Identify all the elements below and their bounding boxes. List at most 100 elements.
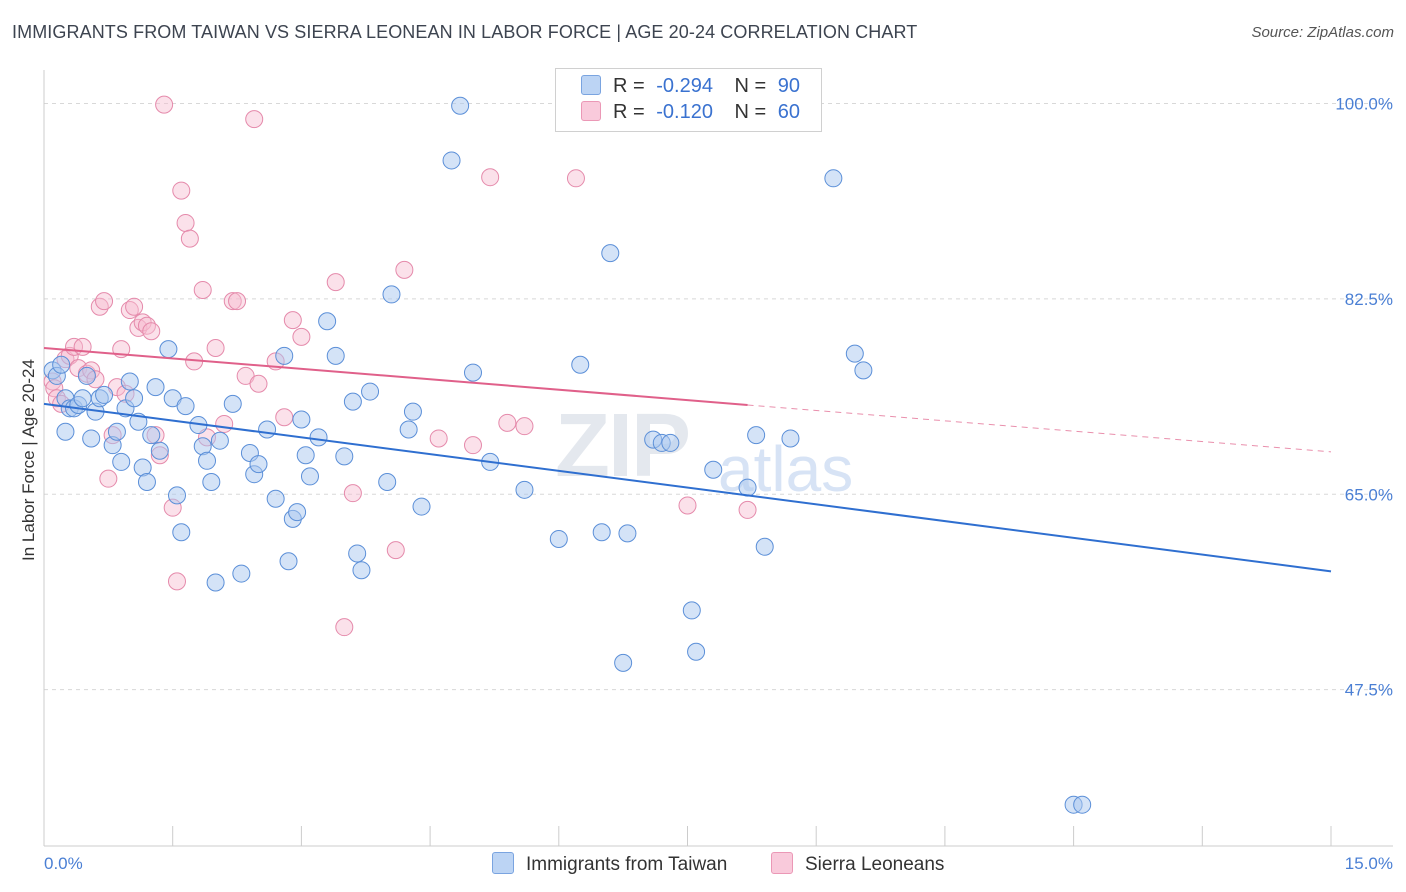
data-point-sierra <box>481 168 500 187</box>
chart-title: IMMIGRANTS FROM TAIWAN VS SIERRA LEONEAN… <box>12 22 918 42</box>
data-point-taiwan <box>618 524 637 543</box>
data-point-taiwan <box>300 467 319 486</box>
legend-n-value-sierra: 60 <box>777 101 801 123</box>
source-label: Source: ZipAtlas.com <box>1251 24 1394 41</box>
legend-r-label: R = <box>613 75 645 97</box>
legend-row-taiwan: R = -0.294 N = 90 <box>581 75 800 101</box>
x-tick-label: 0.0% <box>44 854 83 873</box>
data-point-sierra <box>292 327 311 346</box>
legend-r-value-taiwan: -0.294 <box>656 75 713 97</box>
tick-labels: 47.5% 65.0% 82.5% 100.0% 0.0% 15.0% <box>44 94 1393 873</box>
data-point-sierra <box>249 374 268 393</box>
data-point-sierra <box>180 229 199 248</box>
data-point-taiwan <box>82 429 101 448</box>
data-point-sierra <box>386 541 405 560</box>
stats-legend: R = -0.294 N = 90 R = -0.120 N = 60 <box>555 68 822 132</box>
data-point-taiwan <box>549 529 568 548</box>
data-point-sierra <box>738 500 757 519</box>
data-point-taiwan <box>73 389 92 408</box>
data-point-taiwan <box>382 285 401 304</box>
data-point-taiwan <box>112 452 131 471</box>
data-point-sierra <box>167 572 186 591</box>
data-point-sierra <box>193 280 212 299</box>
data-point-sierra <box>223 292 242 311</box>
y-tick-label: 47.5% <box>1345 681 1393 700</box>
legend-r-value-sierra: -0.120 <box>656 101 713 123</box>
data-point-sierra <box>155 95 174 114</box>
bottom-legend-swatch-blue <box>492 852 514 874</box>
data-point-taiwan <box>249 455 268 474</box>
data-point-sierra <box>73 337 92 356</box>
data-point-taiwan <box>361 382 380 401</box>
data-point-taiwan <box>515 480 534 499</box>
legend-n-value-taiwan: 90 <box>777 75 801 97</box>
data-point-taiwan <box>176 397 195 416</box>
data-point-taiwan <box>120 372 139 391</box>
data-point-taiwan <box>52 355 71 374</box>
trend-line-sierra-extension <box>747 404 1332 453</box>
data-point-sierra <box>215 414 234 433</box>
data-point-taiwan <box>232 564 251 583</box>
data-point-taiwan <box>125 389 144 408</box>
legend-swatch-blue <box>581 75 601 95</box>
data-point-taiwan <box>845 344 864 363</box>
data-point-taiwan <box>348 544 367 563</box>
data-point-taiwan <box>704 460 723 479</box>
grid-lines <box>44 102 1393 691</box>
data-point-taiwan <box>159 340 178 359</box>
data-point-sierra <box>515 417 534 436</box>
data-point-taiwan <box>309 428 328 447</box>
data-point-sierra <box>429 429 448 448</box>
bottom-legend-label-sierra: Sierra Leoneans <box>805 854 945 875</box>
data-point-sierra <box>343 484 362 503</box>
bottom-legend-sierra: Sierra Leoneans <box>771 852 944 876</box>
data-point-sierra <box>395 260 414 279</box>
data-point-sierra <box>283 311 302 330</box>
x-tick-label: 15.0% <box>1345 854 1393 873</box>
data-point-taiwan <box>206 573 225 592</box>
data-point-taiwan <box>266 489 285 508</box>
data-point-taiwan <box>747 426 766 445</box>
y-tick-label: 65.0% <box>1345 485 1393 504</box>
data-point-taiwan <box>442 151 461 170</box>
data-point-taiwan <box>781 429 800 448</box>
data-point-taiwan <box>288 503 307 522</box>
bottom-legend-label-taiwan: Immigrants from Taiwan <box>526 854 728 875</box>
data-point-taiwan <box>592 523 611 542</box>
data-point-taiwan <box>210 431 229 450</box>
data-point-sierra <box>172 181 191 200</box>
data-point-taiwan <box>172 523 191 542</box>
data-point-sierra <box>566 169 585 188</box>
data-point-taiwan <box>223 394 242 413</box>
data-point-sierra <box>176 213 195 232</box>
data-point-taiwan <box>403 402 422 421</box>
data-point-taiwan <box>614 653 633 672</box>
data-point-taiwan <box>198 451 217 470</box>
data-point-taiwan <box>824 169 843 188</box>
data-point-taiwan <box>150 441 169 460</box>
legend-swatch-pink <box>581 101 601 121</box>
data-point-taiwan <box>854 361 873 380</box>
data-point-sierra <box>464 436 482 455</box>
data-point-taiwan <box>279 552 298 571</box>
data-point-taiwan <box>687 642 706 661</box>
data-point-sierra <box>498 413 517 432</box>
data-point-taiwan <box>296 446 315 465</box>
y-tick-label: 82.5% <box>1345 290 1393 309</box>
data-point-sierra <box>275 408 294 427</box>
data-point-taiwan <box>167 486 186 505</box>
y-axis-label: In Labor Force | Age 20-24 <box>19 359 38 561</box>
data-point-taiwan <box>292 410 311 429</box>
data-point-taiwan <box>318 312 337 331</box>
data-point-taiwan <box>451 96 470 115</box>
trend-line-sierra <box>43 347 748 406</box>
data-point-taiwan <box>352 561 371 580</box>
series-immigrants-taiwan <box>43 96 1092 814</box>
data-point-sierra <box>678 496 697 515</box>
data-point-taiwan <box>661 433 680 452</box>
trend-line-taiwan <box>43 402 1332 573</box>
data-point-taiwan <box>682 601 701 620</box>
axes <box>43 70 1393 847</box>
data-point-taiwan <box>378 473 397 492</box>
